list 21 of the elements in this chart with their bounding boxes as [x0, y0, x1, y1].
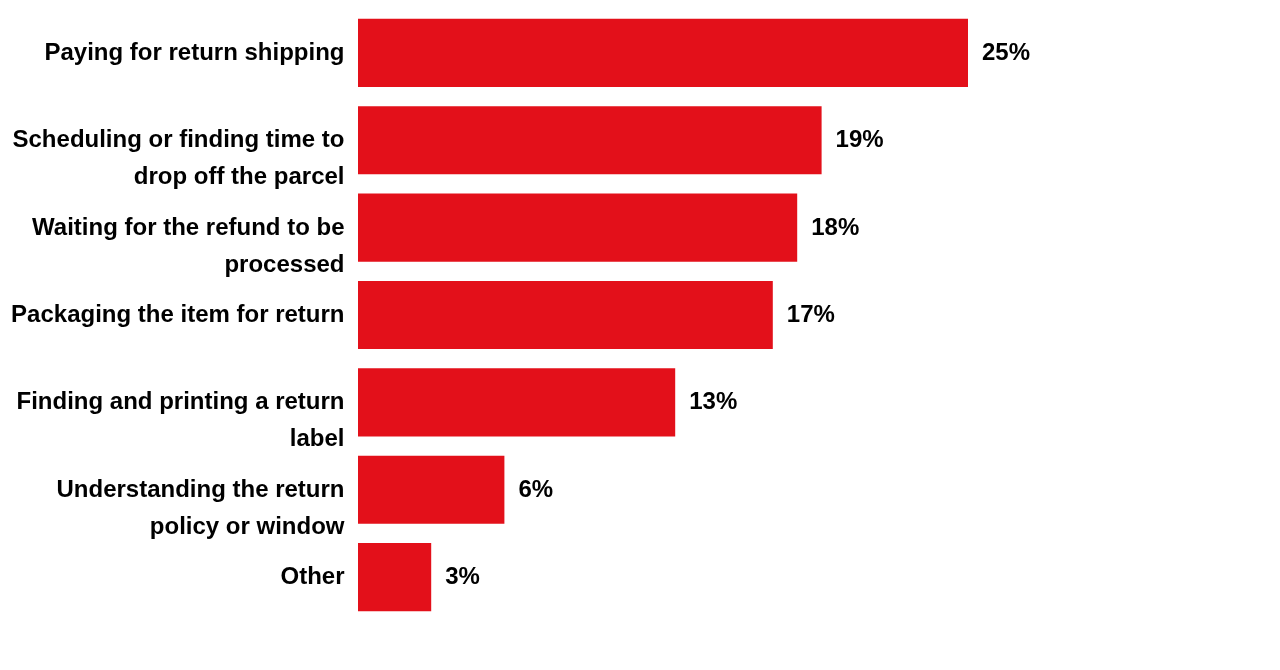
bar [358, 106, 822, 175]
bar [358, 368, 676, 437]
bar [358, 280, 773, 350]
data-label: 6% [518, 474, 554, 502]
bar [358, 455, 505, 524]
data-label: 3% [445, 562, 480, 590]
y-tick-label: Scheduling or finding time to drop off the parcel [12, 125, 345, 190]
bar [358, 543, 432, 612]
data-label: 18% [811, 212, 860, 240]
y-tick-label: Other [280, 562, 345, 590]
y-tick-label: Waiting for the refund to be processed [32, 212, 345, 277]
y-tick-label: Finding and printing a return label [16, 387, 345, 452]
data-label: 17% [786, 300, 835, 327]
bar [358, 18, 968, 87]
y-tick-label: Packaging the item for return [11, 300, 345, 327]
data-label: 13% [689, 387, 738, 415]
data-label: 25% [982, 37, 1031, 65]
bar [358, 193, 798, 262]
data-label: 19% [835, 125, 884, 153]
y-tick-label: Understanding the return policy or window [56, 474, 345, 539]
y-tick-label: Paying for return shipping [44, 37, 345, 65]
